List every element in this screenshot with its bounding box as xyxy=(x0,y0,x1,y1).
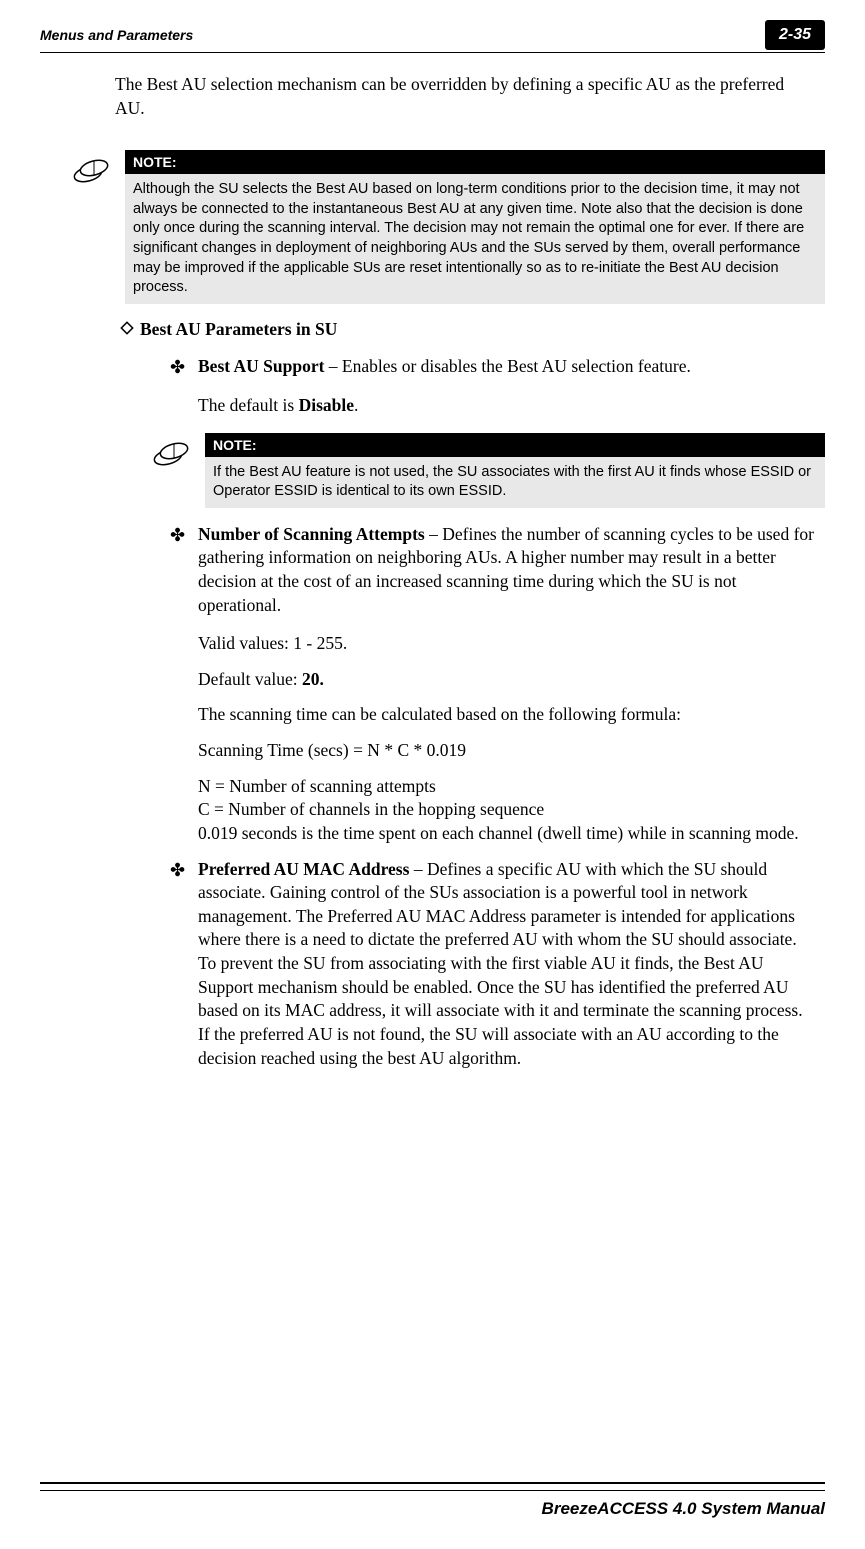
preferred-au-label: Preferred AU MAC Address xyxy=(198,859,409,879)
scanning-label: Number of Scanning Attempts xyxy=(198,524,425,544)
n-line: N = Number of scanning attempts xyxy=(198,776,436,796)
cross-bullet-icon: ✤ xyxy=(170,523,198,547)
scanning-formula: Scanning Time (secs) = N * C * 0.019 xyxy=(198,739,815,763)
note-body: Although the SU selects the Best AU base… xyxy=(125,174,825,303)
best-au-support-text: – Enables or disables the Best AU select… xyxy=(324,356,690,376)
best-au-support-item: ✤ Best AU Support – Enables or disables … xyxy=(170,355,815,379)
c-line: C = Number of channels in the hopping se… xyxy=(198,799,544,819)
page-header: Menus and Parameters 2-35 xyxy=(40,20,825,53)
scanning-vars: N = Number of scanning attempts C = Numb… xyxy=(198,775,815,846)
note-label: NOTE: xyxy=(205,433,825,457)
default-end: . xyxy=(354,395,358,415)
default-value: Disable xyxy=(299,395,354,415)
dwell-line: 0.019 seconds is the time spent on each … xyxy=(198,823,799,843)
note-body: If the Best AU feature is not used, the … xyxy=(205,457,825,508)
section-title: Menus and Parameters xyxy=(40,27,193,43)
section-title-text: Best AU Parameters in SU xyxy=(140,319,337,340)
scanning-valid-values: Valid values: 1 - 255. xyxy=(198,632,815,656)
scanning-formula-intro: The scanning time can be calculated base… xyxy=(198,703,815,727)
footer-text: BreezeACCESS 4.0 System Manual xyxy=(40,1490,825,1519)
page-number-badge: 2-35 xyxy=(765,20,825,50)
scanning-attempts-item: ✤ Number of Scanning Attempts – Defines … xyxy=(170,523,815,618)
cross-bullet-icon: ✤ xyxy=(170,355,198,379)
preferred-au-text: – Defines a specific AU with which the S… xyxy=(198,859,803,1068)
page-footer: BreezeACCESS 4.0 System Manual xyxy=(40,1482,825,1519)
note-label: NOTE: xyxy=(125,150,825,174)
note-icon xyxy=(70,150,125,303)
best-au-support-label: Best AU Support xyxy=(198,356,324,376)
intro-paragraph: The Best AU selection mechanism can be o… xyxy=(115,73,815,120)
section-heading: Best AU Parameters in SU xyxy=(120,319,825,340)
default-line: The default is xyxy=(198,395,299,415)
note-icon xyxy=(150,433,205,508)
preferred-au-item: ✤ Preferred AU MAC Address – Defines a s… xyxy=(170,858,815,1071)
diamond-bullet-icon xyxy=(120,319,140,340)
scanning-default: Default value: 20. xyxy=(198,668,815,692)
best-au-default: The default is Disable. xyxy=(198,394,815,418)
note-block-1: NOTE: Although the SU selects the Best A… xyxy=(70,150,825,303)
default-value: 20. xyxy=(302,669,324,689)
note-block-2: NOTE: If the Best AU feature is not used… xyxy=(150,433,825,508)
default-line: Default value: xyxy=(198,669,302,689)
cross-bullet-icon: ✤ xyxy=(170,858,198,882)
